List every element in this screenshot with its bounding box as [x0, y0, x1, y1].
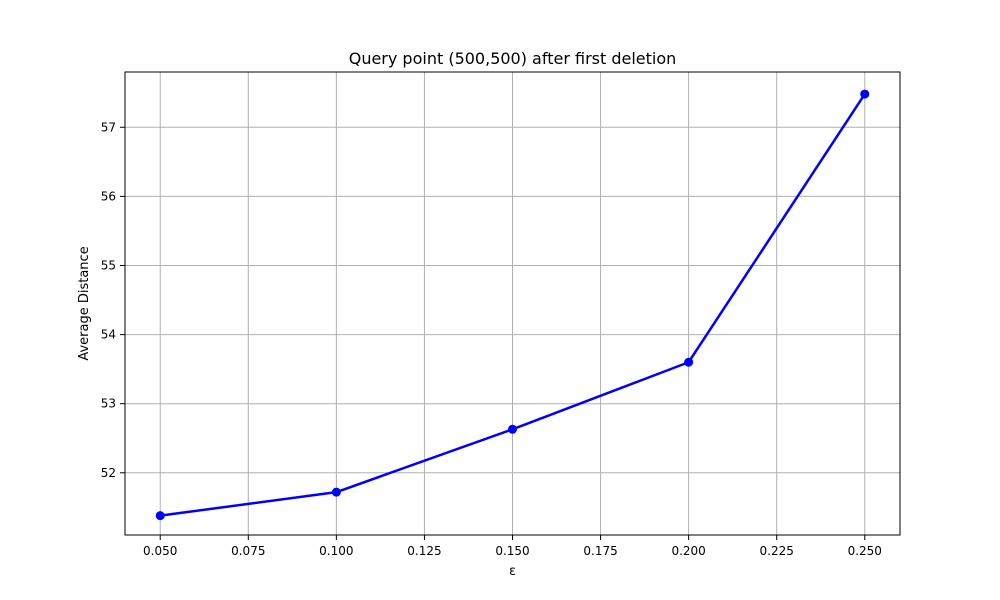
- x-tick-label: 0.150: [495, 544, 529, 558]
- data-point: [684, 357, 694, 367]
- x-tick-label: 0.050: [143, 544, 177, 558]
- y-tick-label: 54: [101, 328, 116, 342]
- y-tick-label: 52: [101, 466, 116, 480]
- x-tick-label: 0.100: [319, 544, 353, 558]
- y-tick-label: 57: [101, 120, 116, 134]
- x-tick-label: 0.075: [231, 544, 265, 558]
- y-tick-label: 56: [101, 189, 116, 203]
- grid: [125, 72, 900, 535]
- data-point: [331, 487, 341, 497]
- y-tick-label: 55: [101, 258, 116, 272]
- y-tick-label: 53: [101, 397, 116, 411]
- chart-title: Query point (500,500) after first deleti…: [349, 49, 677, 68]
- x-tick-label: 0.250: [848, 544, 882, 558]
- data-point: [508, 424, 517, 434]
- series-layer: [155, 89, 870, 521]
- x-axis-label: ε: [509, 564, 516, 579]
- data-point: [155, 511, 165, 521]
- y-axis-label: Average Distance: [77, 246, 92, 360]
- x-tick-label: 0.200: [671, 544, 705, 558]
- x-tick-label: 0.225: [760, 544, 794, 558]
- axes-ticks: 0.050 0.075 0.100 0.125 0.150 0.175 0.200 0.225…: [101, 120, 882, 558]
- x-tick-label: 0.125: [407, 544, 441, 558]
- x-tick-label: 0.175: [583, 544, 617, 558]
- data-point: [860, 89, 870, 99]
